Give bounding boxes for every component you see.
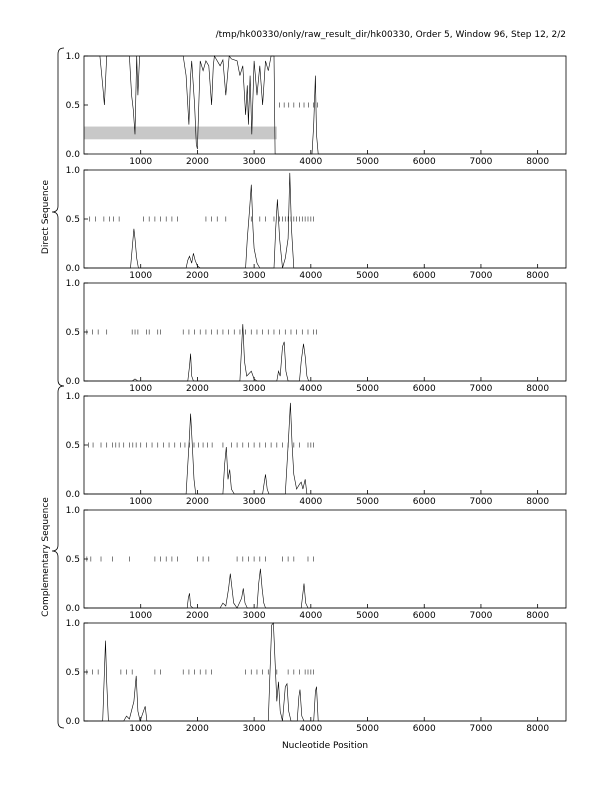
y-tick-label: 1.0 bbox=[66, 506, 81, 516]
x-tick-label: 5000 bbox=[356, 157, 379, 167]
x-tick-label: 6000 bbox=[413, 271, 436, 281]
x-tick-label: 1000 bbox=[129, 157, 152, 167]
x-tick-label: 8000 bbox=[526, 611, 549, 621]
x-tick-label: 2000 bbox=[186, 724, 209, 734]
y-tick-label: 1.0 bbox=[66, 279, 81, 289]
x-tick-label: 2000 bbox=[186, 611, 209, 621]
x-tick-label: 1000 bbox=[129, 611, 152, 621]
x-tick-label: 3000 bbox=[243, 384, 266, 394]
x-tick-label: 1000 bbox=[129, 497, 152, 507]
x-tick-label: 7000 bbox=[469, 384, 492, 394]
x-tick-label: 1000 bbox=[129, 724, 152, 734]
panel-6: 0.0 0.5 1.0 1000 2000 3000 4000 5000 6000 7000 800… bbox=[66, 619, 567, 734]
x-tick-label: 4000 bbox=[299, 271, 322, 281]
y-tick-label: 1.0 bbox=[66, 619, 81, 629]
y-tick-label: 0.5 bbox=[66, 215, 80, 225]
panel-2: 0.0 0.5 1.0 1000 2000 3000 4000 5000 6000 7000 800… bbox=[66, 166, 567, 281]
x-tick-label: 6000 bbox=[413, 497, 436, 507]
y-tick-label: 0.5 bbox=[66, 441, 80, 451]
x-tick-label: 7000 bbox=[469, 724, 492, 734]
x-tick-label: 1000 bbox=[129, 384, 152, 394]
y-tick-label: 0.0 bbox=[66, 377, 81, 387]
direct-sequence-brace bbox=[51, 47, 65, 387]
x-tick-label: 4000 bbox=[299, 497, 322, 507]
y-tick-label: 0.5 bbox=[66, 555, 80, 565]
y-tick-label: 1.0 bbox=[66, 52, 81, 62]
x-tick-label: 5000 bbox=[356, 611, 379, 621]
panel-1: 0.0 0.5 1.0 1000 2000 3000 4000 5000 6000 7000 800… bbox=[66, 52, 567, 167]
x-tick-label: 6000 bbox=[413, 157, 436, 167]
x-tick-label: 6000 bbox=[413, 724, 436, 734]
series-line bbox=[84, 622, 566, 723]
y-tick-label: 0.5 bbox=[66, 668, 80, 678]
x-tick-label: 7000 bbox=[469, 611, 492, 621]
x-tick-label: 8000 bbox=[526, 384, 549, 394]
x-tick-label: 2000 bbox=[186, 384, 209, 394]
x-tick-label: 5000 bbox=[356, 271, 379, 281]
x-tick-label: 2000 bbox=[186, 157, 209, 167]
x-axis-title: Nucleotide Position bbox=[282, 741, 368, 751]
panel-frame bbox=[83, 509, 567, 609]
panel-frame bbox=[83, 282, 567, 382]
x-tick-label: 3000 bbox=[243, 724, 266, 734]
y-tick-label: 1.0 bbox=[66, 166, 81, 176]
x-tick-label: 4000 bbox=[299, 157, 322, 167]
y-tick-label: 0.0 bbox=[66, 264, 81, 274]
complementary-sequence-label: Complementary Sequence bbox=[41, 497, 51, 617]
panel-frame bbox=[83, 169, 567, 269]
direct-sequence-label: Direct Sequence bbox=[41, 179, 51, 254]
x-tick-label: 5000 bbox=[356, 724, 379, 734]
chart-title: /tmp/hk00330/only/raw_result_dir/hk00330… bbox=[216, 30, 566, 40]
y-tick-label: 0.0 bbox=[66, 717, 81, 727]
series-line bbox=[84, 172, 566, 269]
complementary-sequence-brace bbox=[51, 385, 65, 729]
x-tick-label: 7000 bbox=[469, 157, 492, 167]
x-tick-label: 5000 bbox=[356, 384, 379, 394]
x-tick-label: 1000 bbox=[129, 271, 152, 281]
panel-5: 0.0 0.5 1.0 1000 2000 3000 4000 5000 6000 7000 800… bbox=[66, 506, 567, 621]
x-tick-label: 8000 bbox=[526, 497, 549, 507]
y-tick-label: 0.5 bbox=[66, 328, 80, 338]
x-tick-label: 5000 bbox=[356, 497, 379, 507]
x-tick-label: 3000 bbox=[243, 611, 266, 621]
x-tick-label: 6000 bbox=[413, 611, 436, 621]
x-tick-label: 4000 bbox=[299, 724, 322, 734]
y-tick-label: 0.0 bbox=[66, 490, 81, 500]
panel-3: 0.0 0.5 1.0 1000 2000 3000 4000 5000 6000 7000 800… bbox=[66, 279, 567, 394]
highlight-band bbox=[84, 126, 277, 140]
y-tick-label: 0.0 bbox=[66, 150, 81, 160]
y-tick-label: 1.0 bbox=[66, 392, 81, 402]
x-tick-label: 3000 bbox=[243, 157, 266, 167]
x-tick-label: 8000 bbox=[526, 724, 549, 734]
panels: 0.0 0.5 1.0 1000 2000 3000 4000 5000 6000 7000 800… bbox=[66, 52, 567, 734]
x-tick-label: 4000 bbox=[299, 384, 322, 394]
panel-frame bbox=[83, 622, 567, 722]
series-line bbox=[84, 55, 566, 155]
panel-frame bbox=[83, 395, 567, 495]
x-tick-label: 8000 bbox=[526, 157, 549, 167]
y-tick-label: 0.0 bbox=[66, 604, 81, 614]
x-tick-label: 6000 bbox=[413, 384, 436, 394]
series-line bbox=[84, 402, 566, 495]
series-line bbox=[84, 568, 566, 609]
x-tick-label: 4000 bbox=[299, 611, 322, 621]
series-line bbox=[84, 324, 566, 382]
x-tick-label: 8000 bbox=[526, 271, 549, 281]
x-tick-label: 2000 bbox=[186, 497, 209, 507]
x-tick-label: 2000 bbox=[186, 271, 209, 281]
y-tick-label: 0.5 bbox=[66, 101, 80, 111]
x-tick-label: 7000 bbox=[469, 271, 492, 281]
x-tick-label: 3000 bbox=[243, 497, 266, 507]
x-tick-label: 3000 bbox=[243, 271, 266, 281]
x-tick-label: 7000 bbox=[469, 497, 492, 507]
panel-4: 0.0 0.5 1.0 1000 2000 3000 4000 5000 6000 7000 800… bbox=[66, 392, 567, 507]
